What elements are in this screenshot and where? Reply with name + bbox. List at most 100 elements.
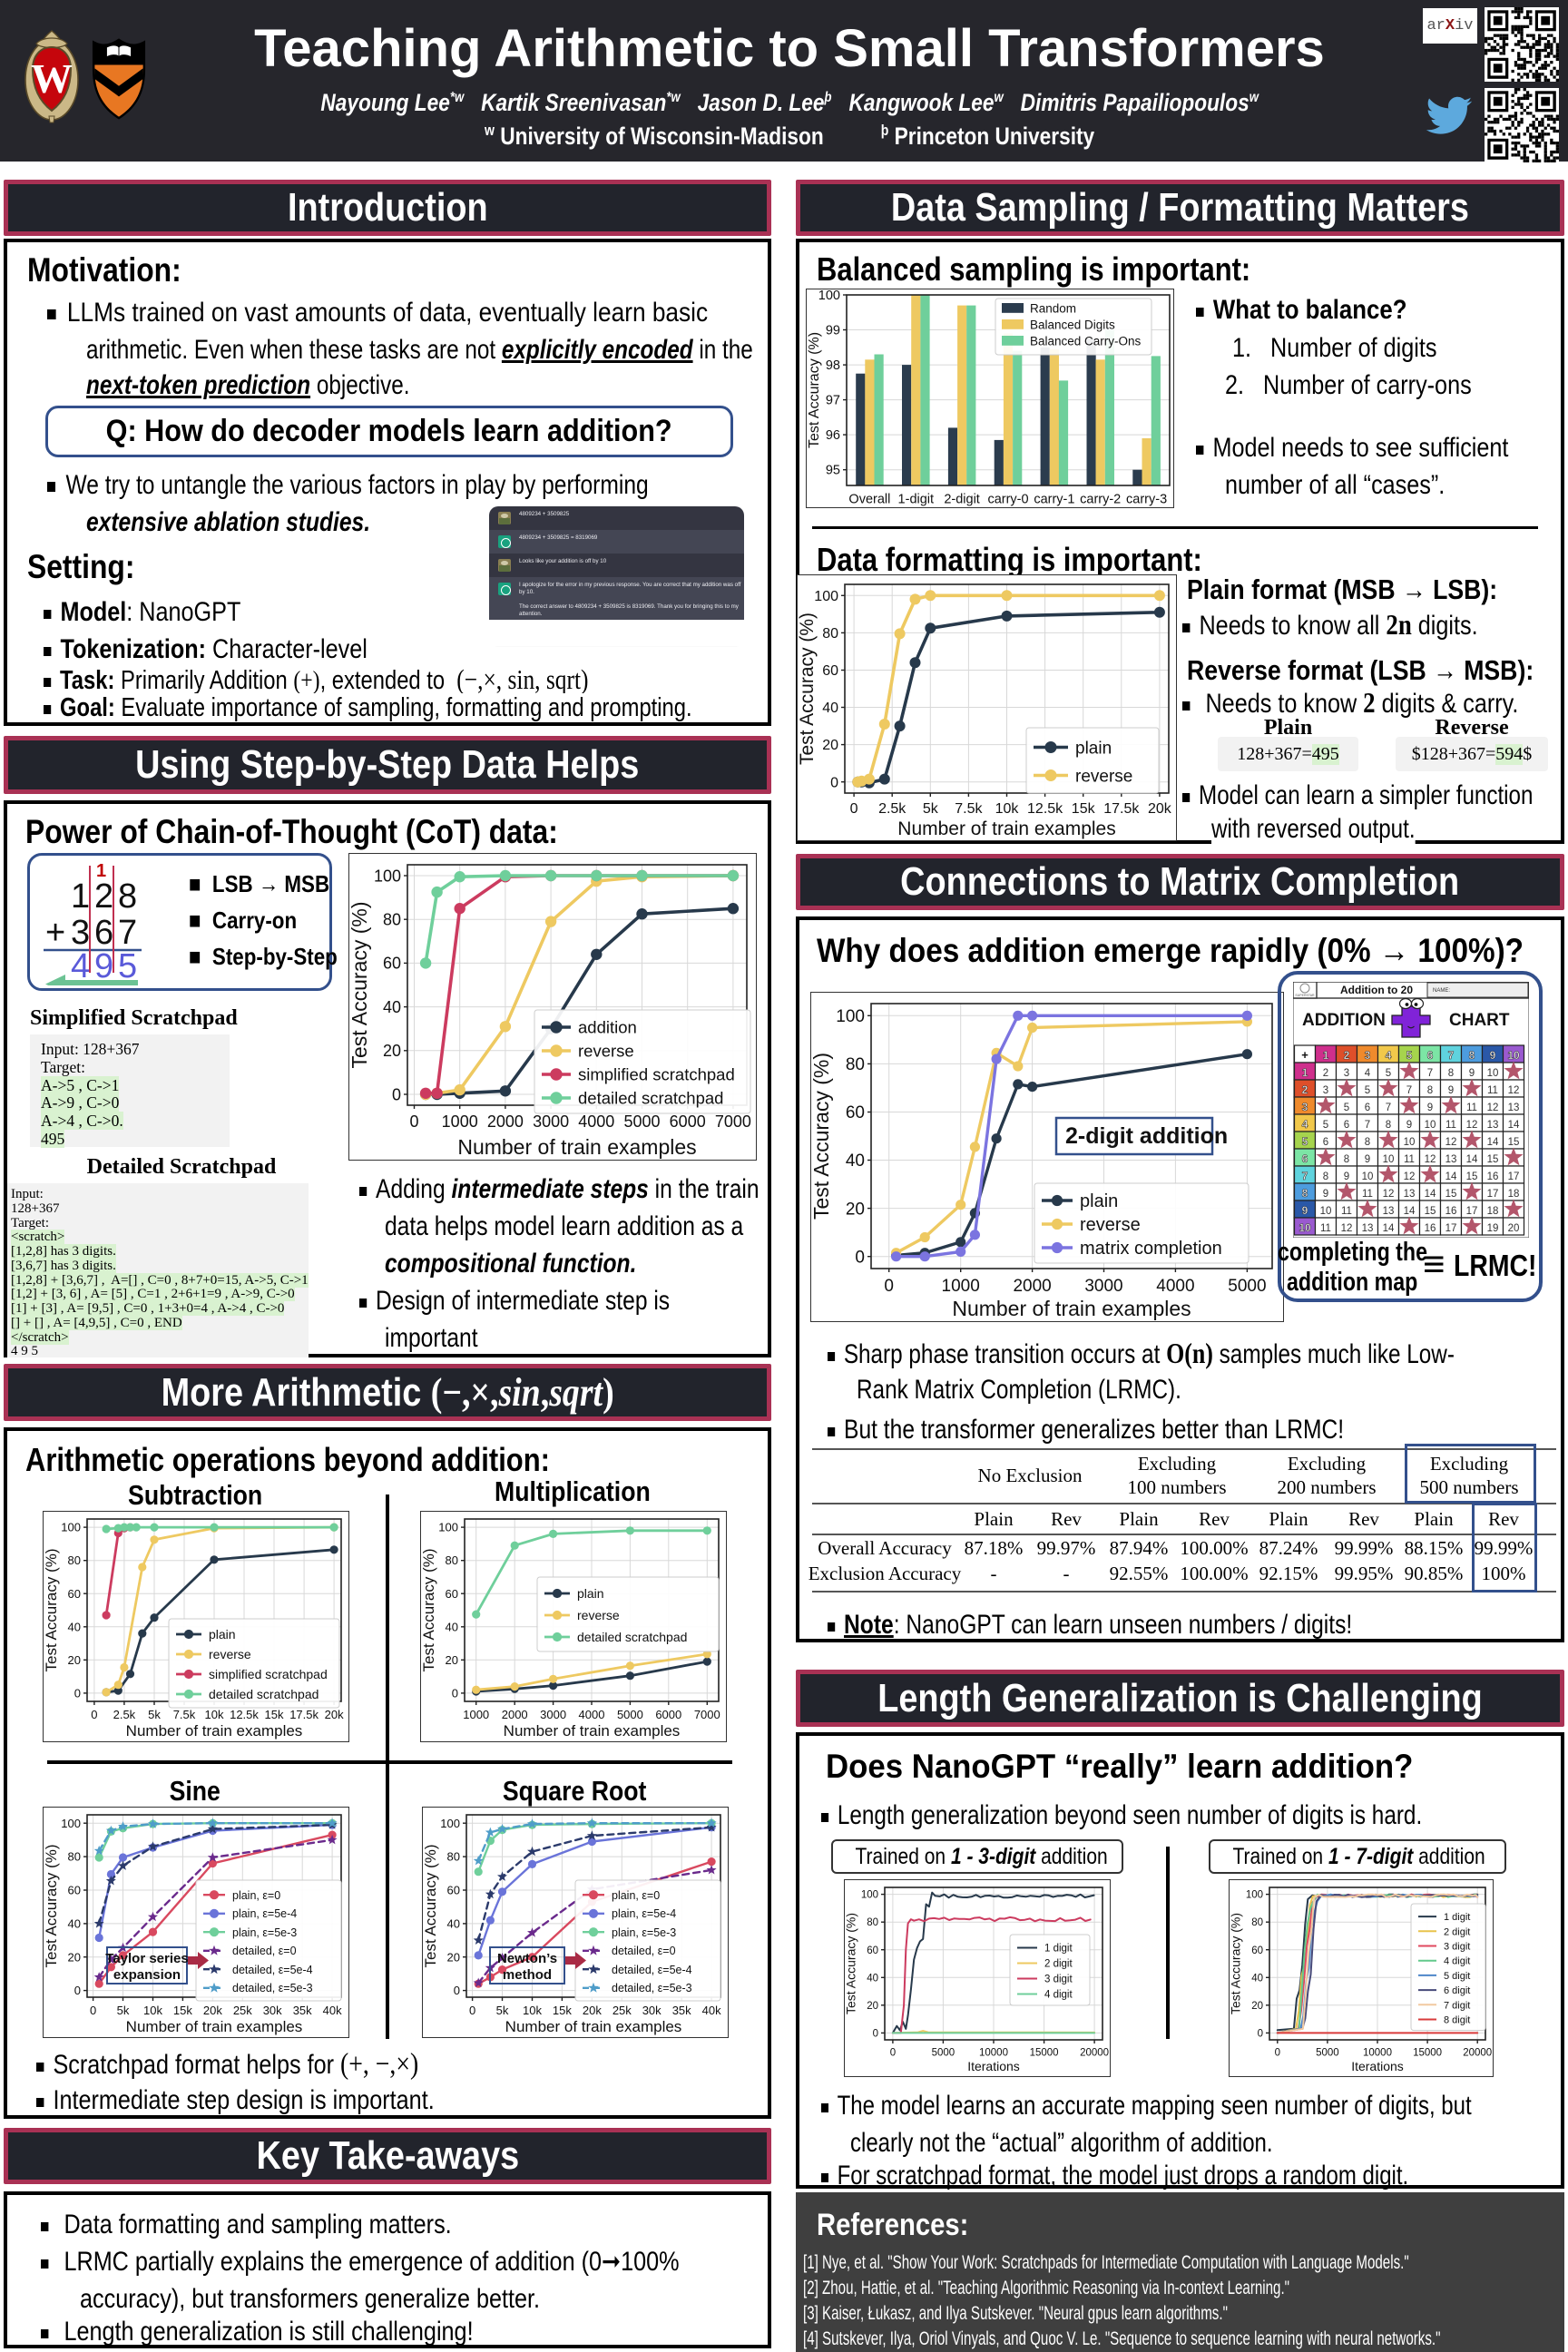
svg-text:60: 60 (822, 663, 838, 679)
svg-text:15: 15 (1466, 1171, 1478, 1182)
svg-text:20: 20 (846, 1200, 865, 1219)
svg-text:7: 7 (118, 914, 137, 952)
svg-text:2: 2 (1302, 1083, 1308, 1096)
svg-text:99: 99 (826, 324, 840, 338)
svg-text:0: 0 (873, 2028, 878, 2039)
svg-text:7: 7 (1365, 1120, 1370, 1131)
svg-text:15k: 15k (265, 1708, 284, 1721)
svg-text:3: 3 (71, 914, 90, 952)
svg-text:5k: 5k (148, 1708, 161, 1721)
svg-text:20: 20 (867, 2001, 878, 2012)
svg-text:40: 40 (447, 1916, 460, 1930)
svg-text:reverse: reverse (1075, 767, 1132, 786)
svg-text:20000: 20000 (1080, 2048, 1109, 2059)
svg-text:80: 80 (447, 1850, 460, 1864)
svg-text:carry-2: carry-2 (1080, 493, 1121, 507)
svg-text:2.5k: 2.5k (113, 1708, 136, 1721)
svg-text:100: 100 (861, 1890, 878, 1901)
svg-text:9: 9 (1323, 1189, 1328, 1200)
svg-text:2000: 2000 (502, 1708, 528, 1721)
svg-text:0: 0 (830, 775, 838, 790)
svg-text:1: 1 (71, 877, 90, 916)
svg-text:addition: addition (578, 1018, 637, 1037)
svg-text:0: 0 (855, 1248, 865, 1267)
svg-text:5: 5 (1323, 1120, 1328, 1131)
svg-text:40: 40 (446, 1620, 458, 1633)
svg-text:80: 80 (867, 1917, 878, 1928)
svg-text:1 digit: 1 digit (1044, 1944, 1073, 1955)
svg-text:12: 12 (1383, 1189, 1395, 1200)
svg-text:8: 8 (1323, 1171, 1328, 1182)
svg-text:40: 40 (867, 1973, 878, 1984)
svg-text:8: 8 (118, 877, 137, 916)
svg-text:Number of train examples: Number of train examples (457, 1135, 696, 1159)
svg-text:2000: 2000 (1013, 1277, 1051, 1296)
svg-text:ADDITION: ADDITION (1302, 1011, 1386, 1030)
svg-text:6: 6 (1427, 1049, 1434, 1062)
svg-text:5k: 5k (923, 801, 939, 817)
svg-text:40: 40 (68, 1916, 81, 1930)
svg-text:19: 19 (1487, 1223, 1499, 1234)
svg-text:17.5k: 17.5k (289, 1708, 318, 1721)
svg-text:5000: 5000 (1316, 2048, 1339, 2059)
svg-text:40: 40 (822, 701, 838, 716)
svg-text:0: 0 (91, 1708, 97, 1721)
svg-text:0: 0 (1275, 2048, 1280, 2059)
svg-text:80: 80 (68, 1850, 81, 1864)
svg-text:reverse: reverse (209, 1647, 251, 1661)
svg-text:10: 10 (1425, 1120, 1436, 1131)
svg-text:Iterations: Iterations (967, 2059, 1020, 2073)
svg-text:4000: 4000 (1156, 1277, 1194, 1296)
svg-text:35k: 35k (672, 2004, 691, 2017)
svg-text:2 digit: 2 digit (1444, 1926, 1470, 1937)
svg-text:Number of train examples: Number of train examples (504, 1722, 681, 1740)
svg-text:98: 98 (826, 358, 840, 373)
svg-text:8: 8 (1427, 1085, 1433, 1096)
svg-text:detailed, ε=5e-4: detailed, ε=5e-4 (232, 1964, 313, 1976)
svg-text:9: 9 (1469, 1068, 1475, 1079)
svg-text:reverse: reverse (1080, 1215, 1141, 1235)
svg-text:3: 3 (1302, 1101, 1308, 1113)
svg-text:Balanced Digits: Balanced Digits (1030, 318, 1115, 332)
svg-text:Newton’s: Newton’s (497, 1951, 557, 1966)
svg-text:Test Accuracy (%): Test Accuracy (%) (798, 612, 818, 765)
svg-text:12: 12 (1425, 1154, 1436, 1165)
svg-text:detailed, ε=5e-4: detailed, ε=5e-4 (612, 1964, 692, 1976)
svg-text:10k: 10k (205, 1708, 224, 1721)
svg-text:13: 13 (1508, 1102, 1520, 1113)
svg-text:15k: 15k (553, 2004, 572, 2017)
svg-text:20: 20 (1508, 1223, 1520, 1234)
svg-text:1: 1 (96, 861, 106, 881)
svg-text:9: 9 (1302, 1204, 1308, 1217)
svg-text:17.5k: 17.5k (1103, 801, 1140, 817)
svg-text:10: 10 (1507, 1049, 1520, 1062)
svg-text:60: 60 (68, 1884, 81, 1897)
svg-text:15k: 15k (1072, 801, 1096, 817)
svg-text:6: 6 (1302, 1152, 1308, 1165)
svg-text:plain, ε=0: plain, ε=0 (612, 1889, 660, 1902)
svg-text:100: 100 (438, 1521, 458, 1534)
svg-text:4000: 4000 (578, 1112, 614, 1131)
svg-text:5k: 5k (117, 2004, 130, 2017)
svg-text:8: 8 (1302, 1187, 1308, 1200)
svg-text:detailed, ε=5e-3: detailed, ε=5e-3 (612, 1982, 692, 1994)
svg-text:30k: 30k (642, 2004, 662, 2017)
svg-text:5k: 5k (496, 2004, 509, 2017)
svg-text:NAME:: NAME: (1433, 988, 1450, 994)
svg-text:11: 11 (1446, 1120, 1456, 1131)
svg-text:11: 11 (1404, 1154, 1415, 1165)
svg-text:3000: 3000 (1084, 1277, 1122, 1296)
svg-text:16: 16 (1425, 1223, 1436, 1234)
svg-text:6: 6 (1344, 1120, 1349, 1131)
svg-text:detailed scratchpad: detailed scratchpad (209, 1687, 318, 1701)
svg-text:20k: 20k (203, 2004, 222, 2017)
svg-text:1: 1 (1302, 1066, 1308, 1079)
svg-text:5 digit: 5 digit (1444, 1971, 1470, 1982)
svg-text:plain: plain (209, 1627, 236, 1642)
svg-text:10000: 10000 (979, 2048, 1008, 2059)
svg-text:9: 9 (1490, 1049, 1496, 1062)
svg-text:14: 14 (1446, 1171, 1457, 1182)
svg-text:12: 12 (1446, 1137, 1457, 1148)
svg-text:7.5k: 7.5k (955, 801, 983, 817)
svg-text:80: 80 (1251, 1917, 1263, 1928)
